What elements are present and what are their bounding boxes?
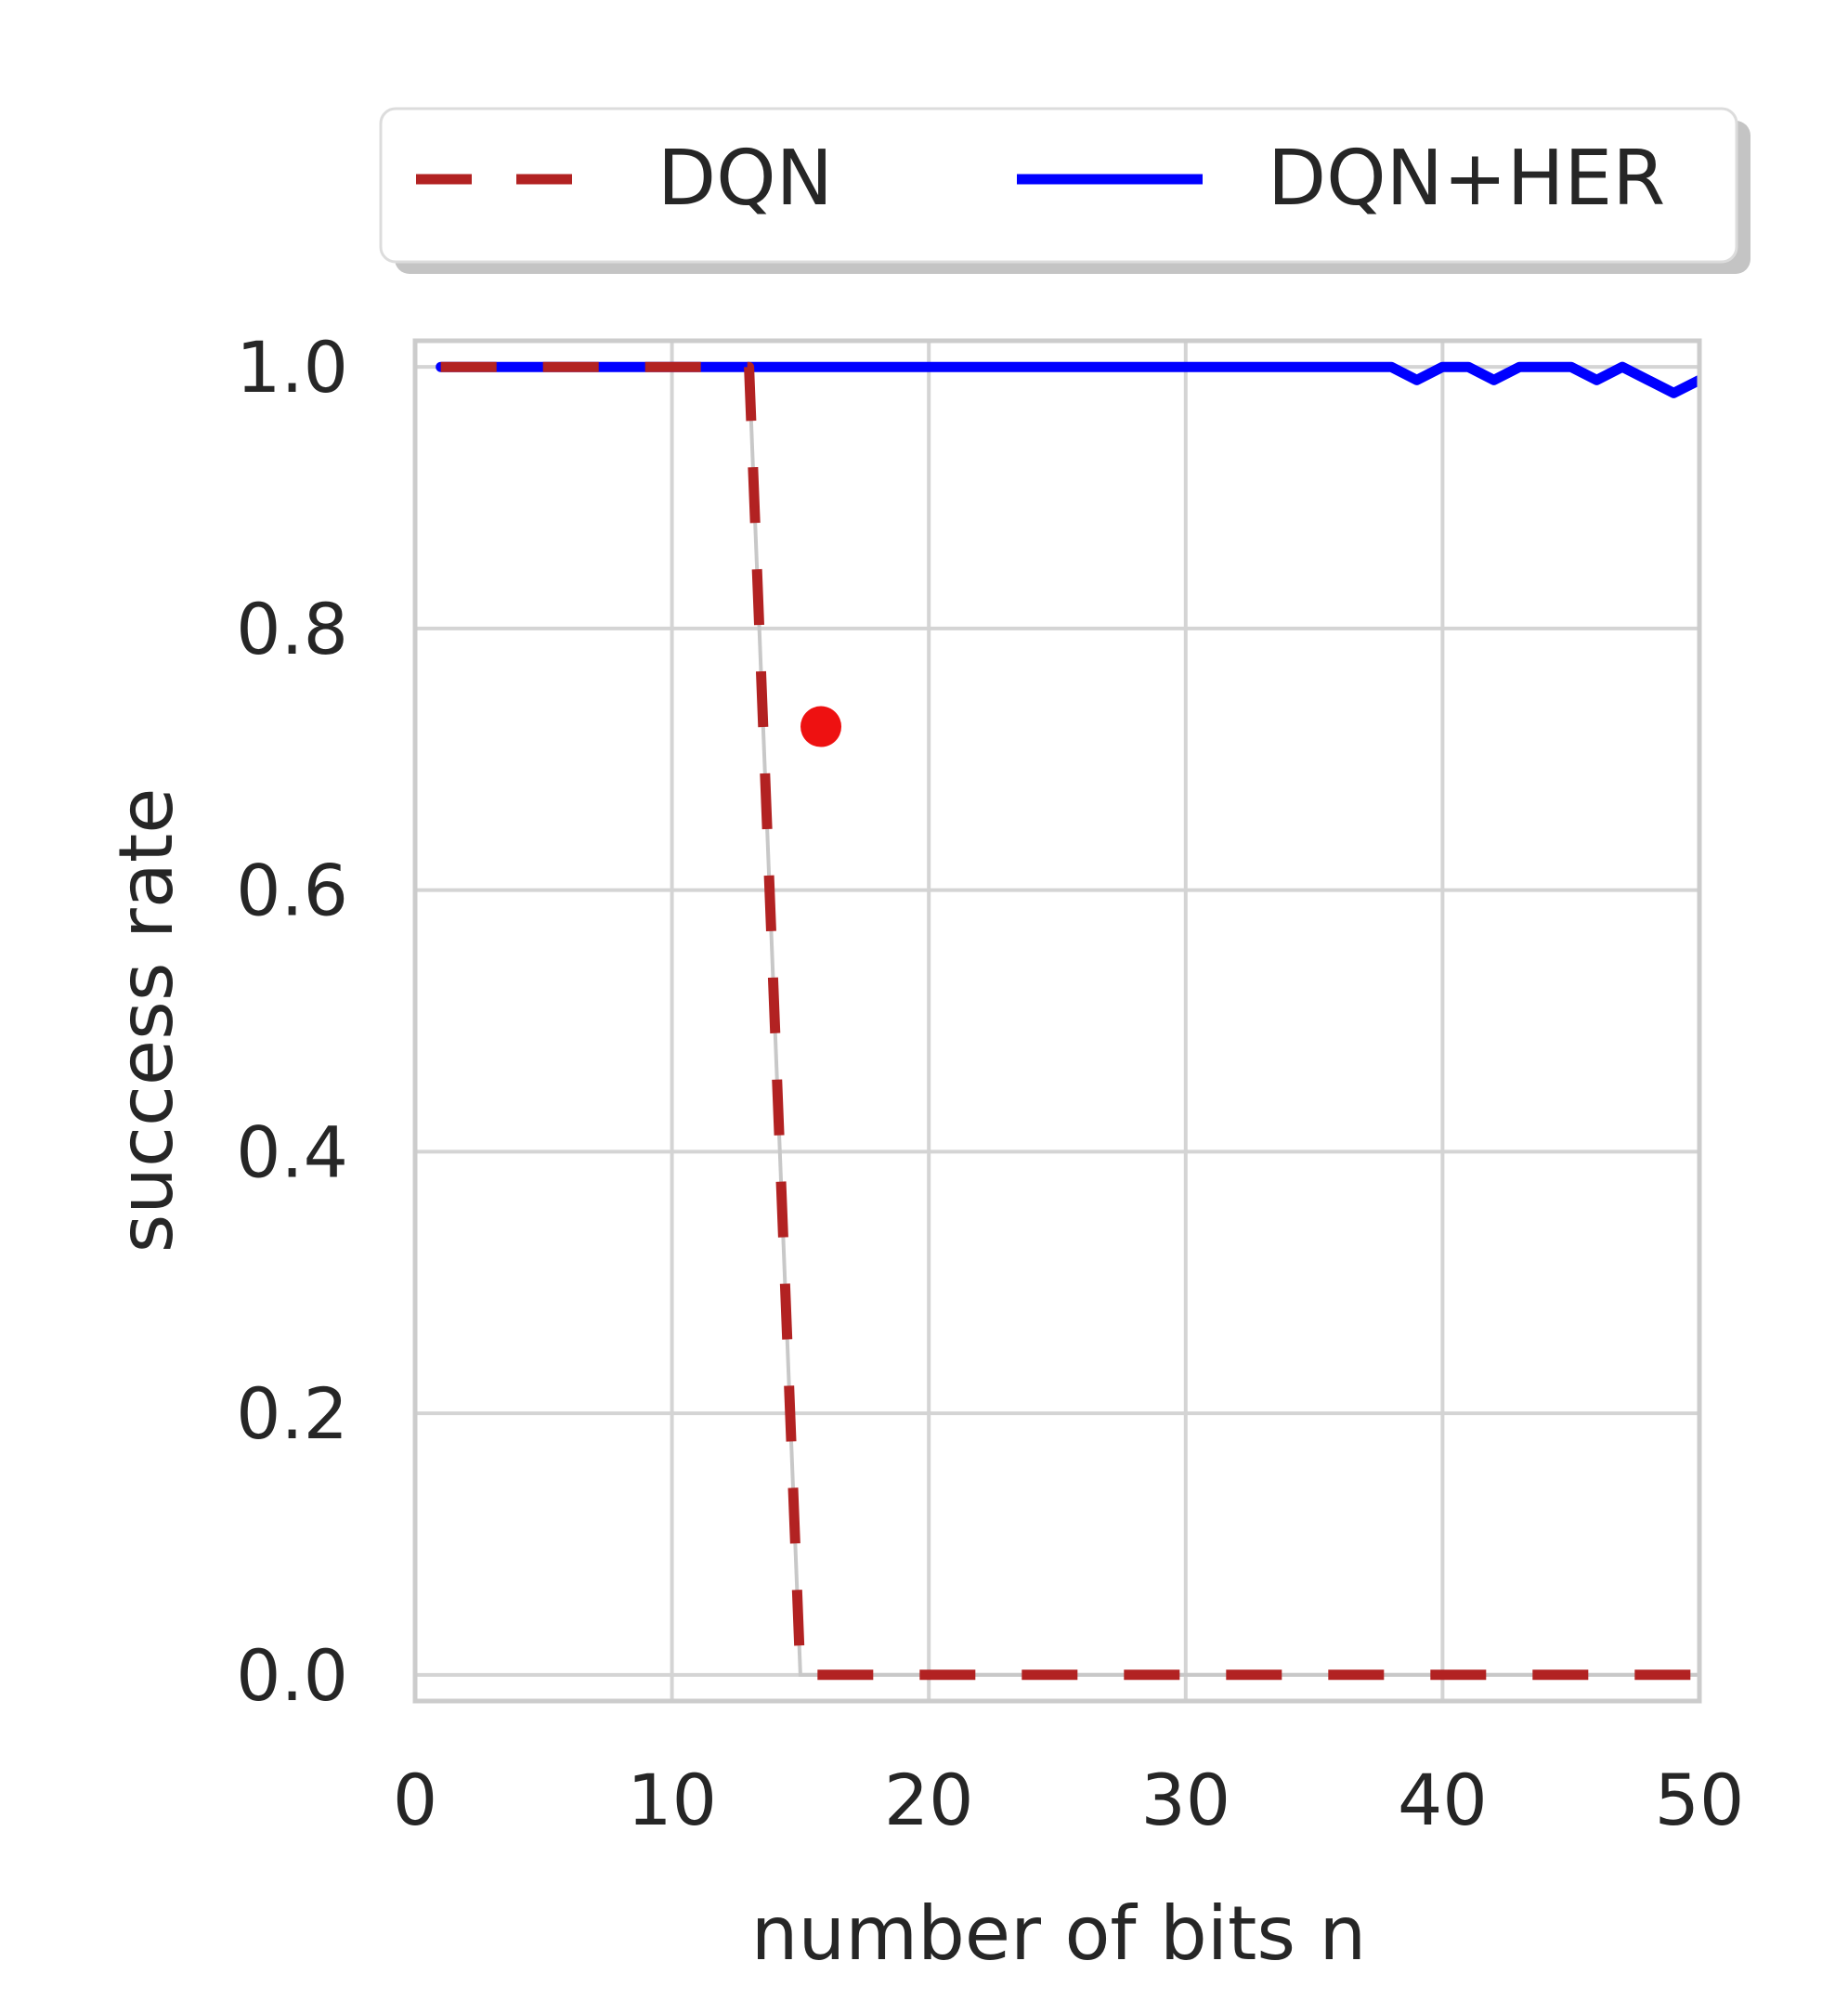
y-axis-label: success rate [103,788,189,1253]
x-tick-label: 10 [627,1759,717,1841]
series-line-dqn [440,361,1699,1681]
y-tick-label: 0.4 [236,1110,348,1193]
marker-point [800,706,842,747]
legend: DQN DQN+HER [379,107,1750,274]
x-tick-label: 30 [1140,1759,1230,1841]
x-axis-label: number of bits n [751,1890,1366,1977]
plot-frame [412,338,1702,1704]
y-tick-label: 0.6 [236,850,348,932]
y-tick-label: 0.8 [236,588,348,670]
x-tick-label: 40 [1398,1759,1488,1841]
y-tick-label: 1.0 [236,326,348,409]
y-tick-label: 0.0 [236,1634,348,1717]
legend-box [379,107,1738,264]
y-tick-label: 0.2 [236,1372,348,1455]
x-tick-label: 0 [393,1759,437,1841]
y-tick-labels: 0.0 0.2 0.4 0.6 0.8 1.0 [236,326,348,1717]
x-tick-label: 50 [1655,1759,1745,1841]
plot-area [415,341,1699,1701]
series-layer [436,361,1699,1681]
legend-label-dqn: DQN [657,135,833,223]
x-tick-labels: 0 10 20 30 40 50 [393,1759,1745,1841]
x-tick-label: 20 [884,1759,974,1841]
series-line-dqn-her [436,361,1699,398]
annotation-layer [800,706,842,747]
legend-label-dqn-her: DQN+HER [1268,135,1665,223]
